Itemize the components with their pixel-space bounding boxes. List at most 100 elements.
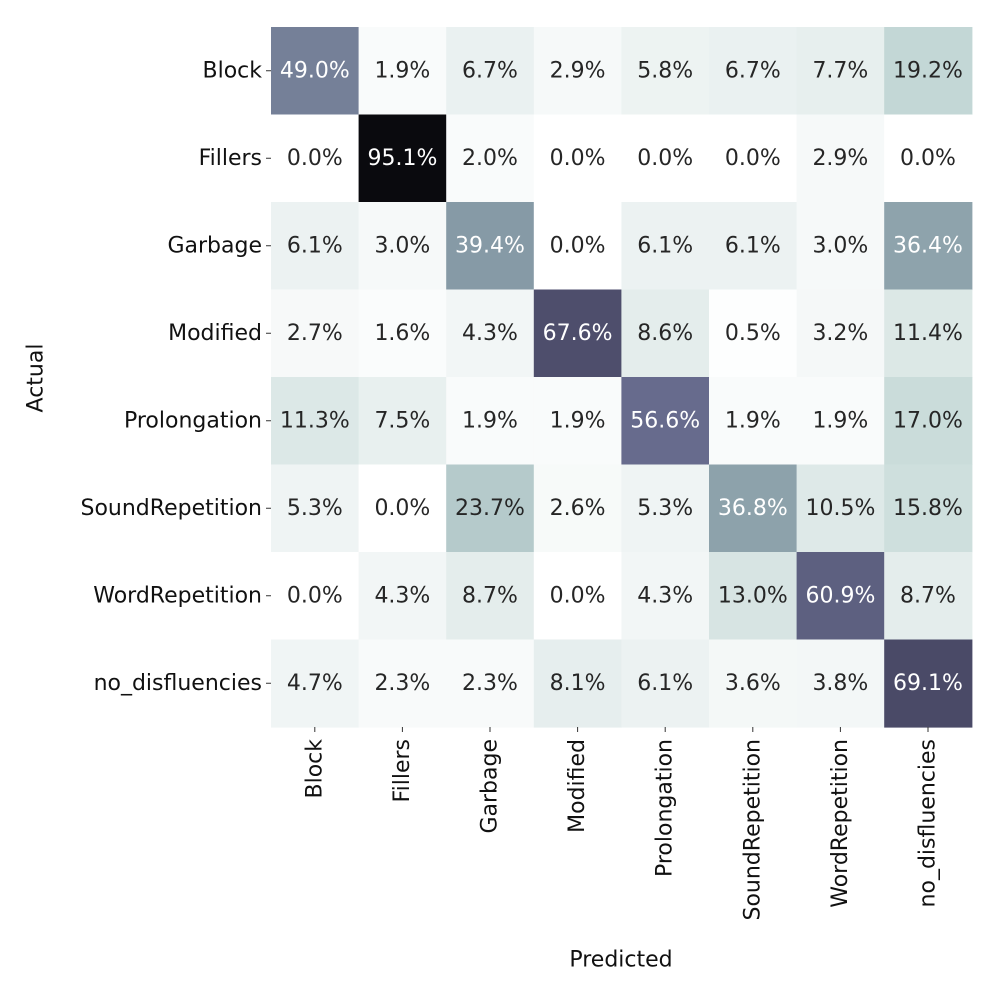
cell-value-label: 0.0% (287, 146, 343, 171)
cell-value-label: 15.8% (893, 496, 963, 521)
cell-value-label: 0.5% (725, 321, 781, 346)
x-tick-label-wordrepetition: WordRepetition (828, 739, 853, 908)
cell-value-label: 17.0% (893, 408, 963, 433)
heatmap-cells: 49.0% 1.9% 6.7% 2.9% 5.8% 6.7% 7.7% 19.2% 0.0% 95… (271, 27, 973, 728)
heatmap-cell-modified-modified (533, 289, 622, 378)
heatmap-cell-garbage-soundrepetition (709, 202, 798, 291)
heatmap-cell-prolongation-garbage (446, 377, 535, 466)
heatmap-cell-fillers-garbage (446, 114, 535, 203)
cell-value-label: 2.9% (812, 146, 868, 171)
heatmap-cell-garbage-wordrepetition (796, 202, 885, 291)
cell-value-label: 1.9% (374, 58, 430, 83)
y-tick-label-soundrepetition: SoundRepetition (81, 496, 263, 521)
cell-value-label: 3.0% (812, 233, 868, 258)
heatmap-cell-fillers-fillers (358, 114, 447, 203)
heatmap-cell-soundrepetition-fillers (358, 464, 447, 553)
y-tick-label-prolongation: Prolongation (124, 408, 262, 433)
cell-value-label: 5.3% (637, 496, 693, 521)
heatmap-cell-block-block (271, 27, 360, 116)
cell-value-label: 56.6% (630, 408, 700, 433)
cell-value-label: 4.3% (462, 321, 518, 346)
cell-value-label: 3.6% (725, 671, 781, 696)
heatmap-cell-modified-soundrepetition (709, 289, 798, 378)
heatmap-cell-wordrepetition-modified (533, 552, 622, 641)
cell-value-label: 36.4% (893, 233, 963, 258)
y-tick-label-garbage: Garbage (167, 233, 262, 258)
cell-value-label: 10.5% (805, 496, 875, 521)
cell-value-label: 23.7% (455, 496, 525, 521)
cell-value-label: 6.1% (287, 233, 343, 258)
heatmap-cell-modified-wordrepetition (796, 289, 885, 378)
cell-value-label: 0.0% (900, 146, 956, 171)
cell-value-label: 49.0% (280, 58, 350, 83)
heatmap-cell-prolongation-no-disfluencies (884, 377, 973, 466)
cell-value-label: 6.7% (462, 58, 518, 83)
heatmap-cell-prolongation-block (271, 377, 360, 466)
cell-value-label: 0.0% (550, 583, 606, 608)
cell-value-label: 67.6% (543, 321, 613, 346)
heatmap-cell-soundrepetition-soundrepetition (709, 464, 798, 553)
cell-value-label: 2.9% (550, 58, 606, 83)
heatmap-cell-block-no-disfluencies (884, 27, 973, 116)
heatmap-cell-fillers-wordrepetition (796, 114, 885, 203)
heatmap-cell-soundrepetition-modified (533, 464, 622, 553)
cell-value-label: 0.0% (725, 146, 781, 171)
heatmap-cell-no-disfluencies-fillers (358, 639, 447, 728)
heatmap-cell-wordrepetition-prolongation (621, 552, 710, 641)
y-tick-label-wordrepetition: WordRepetition (93, 583, 262, 608)
heatmap-cell-soundrepetition-wordrepetition (796, 464, 885, 553)
heatmap-cell-modified-block (271, 289, 360, 378)
heatmap-cell-fillers-block (271, 114, 360, 203)
heatmap-cell-block-garbage (446, 27, 535, 116)
heatmap-cell-modified-fillers (358, 289, 447, 378)
cell-value-label: 95.1% (367, 146, 437, 171)
heatmap-cell-soundrepetition-garbage (446, 464, 535, 553)
y-tick-label-no-disfluencies: no_disfluencies (94, 671, 262, 696)
heatmap-cell-soundrepetition-no-disfluencies (884, 464, 973, 553)
cell-value-label: 3.2% (812, 321, 868, 346)
cell-value-label: 0.0% (637, 146, 693, 171)
cell-value-label: 4.3% (637, 583, 693, 608)
cell-value-label: 4.3% (374, 583, 430, 608)
heatmap-cell-fillers-soundrepetition (709, 114, 798, 203)
heatmap-cell-wordrepetition-garbage (446, 552, 535, 641)
heatmap-cell-fillers-modified (533, 114, 622, 203)
heatmap-cell-wordrepetition-no-disfluencies (884, 552, 973, 641)
cell-value-label: 1.9% (812, 408, 868, 433)
heatmap-cell-block-modified (533, 27, 622, 116)
heatmap-cell-modified-prolongation (621, 289, 710, 378)
heatmap-cell-wordrepetition-soundrepetition (709, 552, 798, 641)
cell-value-label: 39.4% (455, 233, 525, 258)
x-tick-label-garbage: Garbage (478, 739, 503, 834)
cell-value-label: 6.1% (637, 671, 693, 696)
heatmap-cell-garbage-fillers (358, 202, 447, 291)
cell-value-label: 11.4% (893, 321, 963, 346)
cell-value-label: 13.0% (718, 583, 788, 608)
heatmap-cell-modified-garbage (446, 289, 535, 378)
heatmap-cell-prolongation-fillers (358, 377, 447, 466)
cell-value-label: 8.6% (637, 321, 693, 346)
heatmap-cell-block-fillers (358, 27, 447, 116)
x-tick-label-soundrepetition: SoundRepetition (740, 739, 765, 921)
cell-value-label: 5.8% (637, 58, 693, 83)
heatmap-cell-wordrepetition-block (271, 552, 360, 641)
cell-value-label: 1.9% (725, 408, 781, 433)
cell-value-label: 0.0% (550, 233, 606, 258)
heatmap-cell-garbage-prolongation (621, 202, 710, 291)
heatmap-cell-prolongation-soundrepetition (709, 377, 798, 466)
y-tick-label-modified: Modified (168, 321, 262, 346)
cell-value-label: 6.1% (637, 233, 693, 258)
cell-value-label: 8.1% (550, 671, 606, 696)
heatmap-cell-no-disfluencies-soundrepetition (709, 639, 798, 728)
cell-value-label: 6.1% (725, 233, 781, 258)
cell-value-label: 60.9% (805, 583, 875, 608)
heatmap-cell-no-disfluencies-modified (533, 639, 622, 728)
heatmap-cell-prolongation-wordrepetition (796, 377, 885, 466)
heatmap-cell-block-wordrepetition (796, 27, 885, 116)
heatmap-cell-garbage-modified (533, 202, 622, 291)
y-tick-labels: Block Fillers Garbage Modified Prolongation S… (81, 58, 271, 696)
heatmap-cell-soundrepetition-block (271, 464, 360, 553)
cell-value-label: 3.8% (812, 671, 868, 696)
cell-value-label: 2.3% (374, 671, 430, 696)
cell-value-label: 1.9% (462, 408, 518, 433)
